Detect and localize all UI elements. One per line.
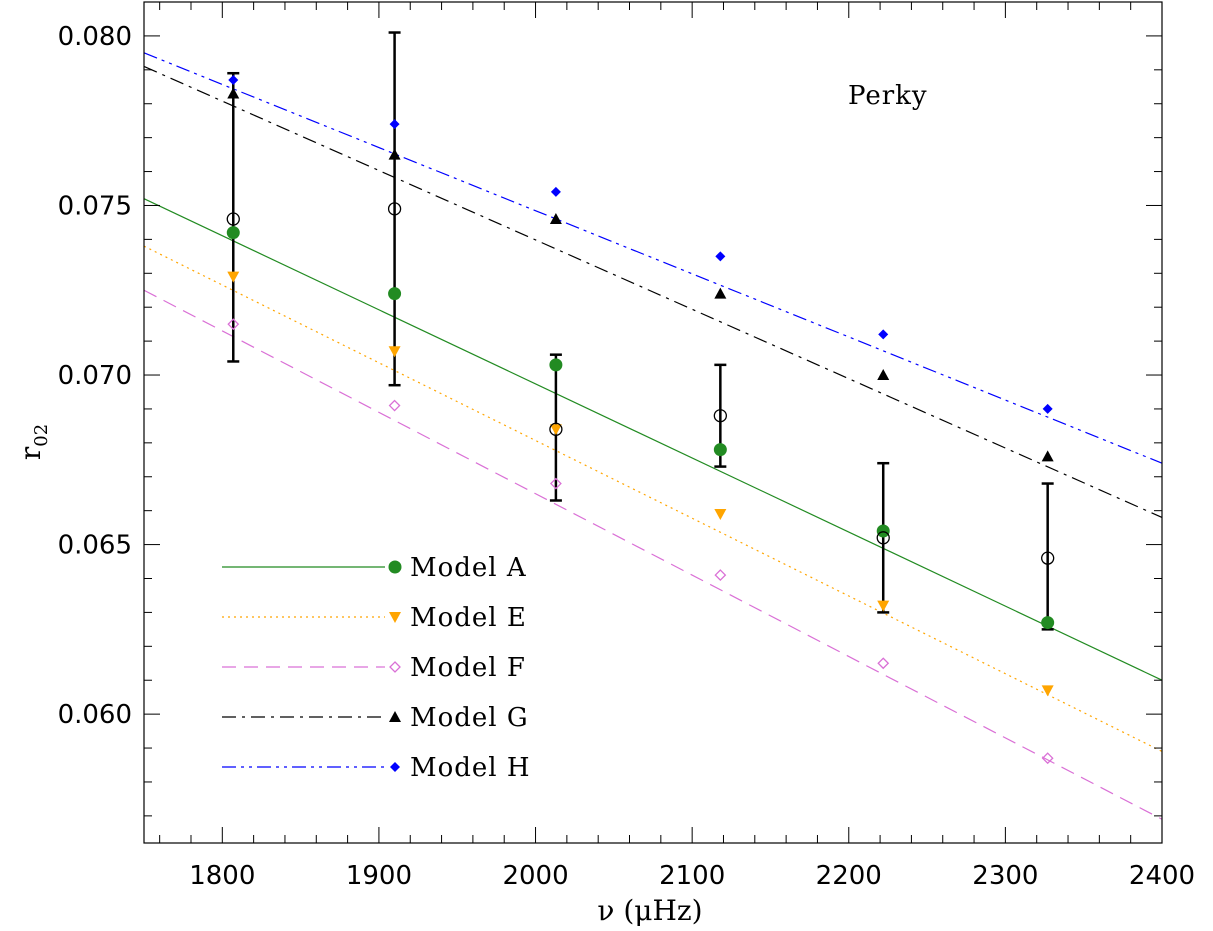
x-tick-label: 2000 [502, 861, 568, 891]
y-tick-label: 0.065 [58, 531, 132, 561]
y-axis-title: r02 [14, 424, 52, 460]
data-point-model-f [877, 657, 890, 670]
data-point-model-a [1041, 616, 1055, 630]
data-point-model-a [876, 524, 890, 538]
legend-marker-model-a [388, 560, 402, 574]
legend: Model A Model E Model F Model G Model H [222, 553, 531, 783]
data-point-model-e [714, 509, 727, 521]
legend-marker-model-h [390, 762, 400, 772]
series-line-model-h [143, 52, 1163, 464]
data-point-model-h [715, 251, 726, 262]
error-bars-layer [227, 31, 1054, 631]
series-line-model-f [143, 289, 1163, 820]
y-axis-title-main: r [14, 446, 47, 460]
series-line-model-e [143, 245, 1163, 752]
data-point-model-h [228, 74, 239, 85]
data-point-model-a [226, 226, 240, 240]
series-lines-layer [143, 52, 1163, 820]
data-point-model-f [714, 569, 727, 582]
observed-point [713, 409, 727, 423]
x-tick-label: 2400 [1129, 861, 1195, 891]
series-line-model-g [143, 65, 1163, 519]
data-point-model-f [1041, 752, 1054, 765]
y-tick-label: 0.060 [58, 700, 132, 730]
data-point-model-a [388, 287, 402, 301]
legend-label-model-e: Model E [410, 603, 527, 633]
data-point-model-h [389, 119, 400, 130]
observed-point [1041, 551, 1055, 565]
data-point-model-g [549, 213, 562, 225]
annotation-text: Perky [848, 81, 928, 111]
data-point-model-g [227, 87, 240, 99]
legend-label-model-f: Model F [410, 653, 526, 683]
data-point-model-g [388, 148, 401, 160]
data-point-model-a [713, 443, 727, 457]
x-tick-label: 2300 [972, 861, 1038, 891]
y-tick-label: 0.080 [58, 22, 132, 52]
plot-frame [143, 1, 1163, 844]
x-tick-label: 1800 [189, 861, 255, 891]
axes-layer: 1800 1900 2000 2100 2200 2300 2400 0.060 0.065 0.… [58, 1, 1195, 891]
legend-marker-model-g [389, 711, 401, 722]
data-point-model-f [549, 477, 562, 490]
y-tick-label: 0.070 [58, 361, 132, 391]
data-point-model-g [1041, 450, 1054, 462]
legend-marker-model-f [389, 661, 401, 673]
data-point-model-f [388, 399, 401, 412]
observed-point [226, 212, 240, 226]
data-point-model-e [388, 346, 401, 358]
markers-layer [226, 74, 1055, 765]
legend-marker-model-e [389, 612, 401, 623]
data-point-model-f [227, 318, 240, 331]
x-axis-title: ν (μHz) [597, 894, 702, 927]
observed-point [549, 422, 563, 436]
data-point-model-e [1041, 685, 1054, 697]
x-tick-label: 2200 [816, 861, 882, 891]
legend-label-model-a: Model A [410, 553, 527, 583]
x-tick-label: 2100 [659, 861, 725, 891]
y-axis-title-sub: 02 [31, 424, 52, 447]
observed-point [387, 202, 402, 216]
data-point-model-e [877, 600, 890, 612]
data-point-model-h [878, 329, 889, 340]
legend-label-model-g: Model G [410, 703, 529, 733]
data-point-model-h [550, 186, 561, 197]
x-tick-label: 1900 [346, 861, 412, 891]
data-point-model-e [227, 271, 240, 283]
series-line-model-a [143, 198, 1163, 681]
legend-label-model-h: Model H [410, 753, 531, 783]
data-point-model-g [877, 369, 890, 381]
data-point-model-h [1042, 403, 1053, 414]
data-point-model-e [549, 424, 562, 436]
observed-point [876, 531, 890, 545]
y-tick-label: 0.075 [58, 191, 132, 221]
data-point-model-a [549, 358, 563, 372]
data-point-model-g [714, 287, 727, 299]
